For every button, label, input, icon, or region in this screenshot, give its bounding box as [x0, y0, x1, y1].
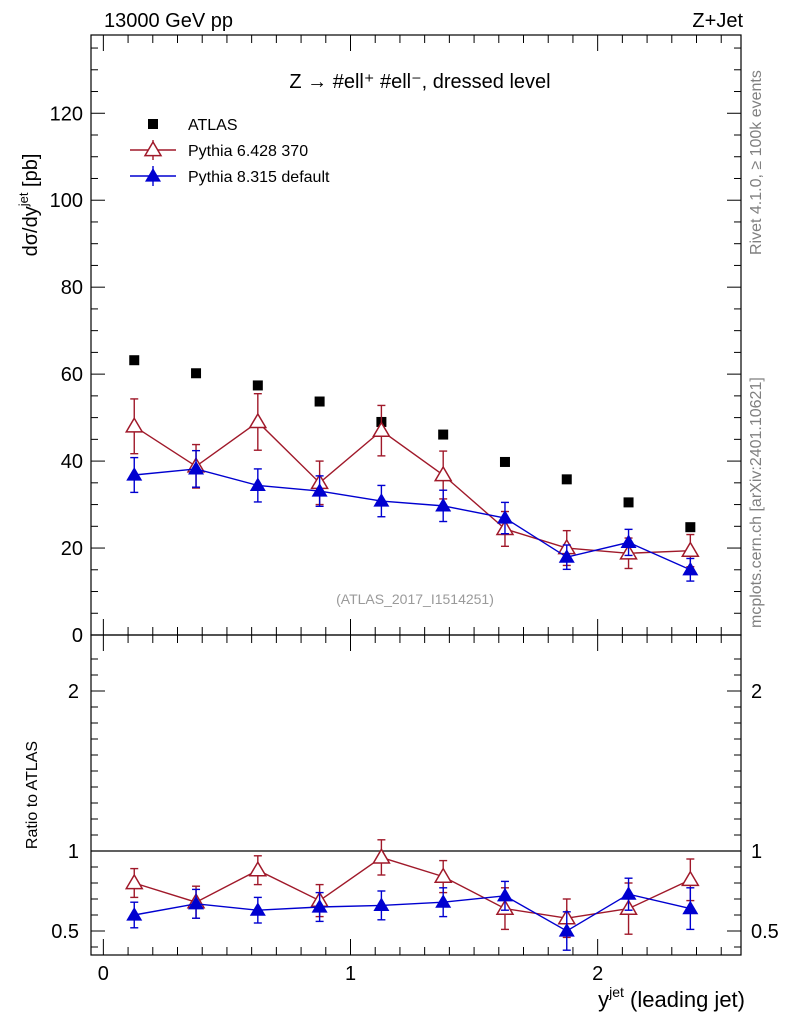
- rivet-label: Rivet 4.1.0, ≥ 100k events: [748, 70, 765, 255]
- atlas-marker: [252, 380, 263, 391]
- ratio-y-tick-label-right: 2: [751, 681, 762, 703]
- ratio-pythia6-marker: [372, 847, 391, 864]
- ratio-pythia8-marker: [620, 886, 637, 900]
- header-left: 13000 GeV pp: [104, 10, 233, 32]
- ratio-pythia6-marker: [124, 873, 144, 890]
- pythia8-marker: [126, 467, 143, 481]
- x-tick-label: 0: [98, 963, 109, 985]
- ratio-pythia8-marker: [249, 902, 266, 916]
- x-tick-label: 2: [592, 963, 603, 985]
- ratio-y-axis-label: Ratio to ATLAS: [24, 741, 41, 849]
- main-ticks: 0 20 40 60 80 100 120: [50, 47, 741, 647]
- pythia6-line: [133, 421, 691, 554]
- pythia8-marker: [682, 561, 699, 576]
- ratio-y-tick-label-right: 0.5: [751, 921, 779, 943]
- atlas-marker: [685, 522, 696, 533]
- legend-marker: [143, 140, 163, 157]
- legend-label: ATLAS: [188, 117, 238, 134]
- pythia8-marker: [249, 477, 266, 492]
- main-series: [124, 355, 700, 582]
- y-tick-label: 40: [61, 451, 83, 473]
- x-axis-label: yjet (leading jet): [598, 984, 745, 1012]
- ratio-pythia8-line: [134, 893, 691, 932]
- pythia6-marker: [681, 541, 700, 558]
- y-tick-label: 80: [61, 277, 83, 299]
- legend: ATLAS Pythia 6.428 370 Pythia 8.315 defaul…: [130, 117, 330, 186]
- ratio-pythia6-marker: [248, 860, 268, 877]
- ratio-pythia8-marker: [373, 897, 390, 911]
- atlas-marker: [499, 456, 510, 467]
- pythia8-marker: [373, 493, 390, 507]
- ratio-y-tick-label: 0.5: [51, 921, 79, 943]
- mcplots-label: mcplots.cern.ch [arXiv:2401.10621]: [748, 377, 765, 628]
- atlas-marker: [314, 396, 325, 407]
- header-right: Z+Jet: [692, 10, 743, 32]
- pythia8-marker: [188, 460, 205, 475]
- y-axis-label: dσ/dyjet [pb]: [16, 154, 42, 257]
- ratio-pythia8-marker: [435, 894, 452, 908]
- ratio-pythia8-marker: [188, 895, 205, 910]
- ratio-plot-frame: [90, 634, 742, 956]
- y-tick-label: 20: [61, 538, 83, 560]
- atlas-marker: [191, 368, 202, 379]
- legend-marker: [148, 119, 158, 129]
- pythia8-line: [134, 468, 691, 571]
- ratio-pythia6-line: [134, 856, 691, 919]
- pythia6-marker: [433, 465, 453, 482]
- ratio-pythia8-marker: [126, 907, 143, 921]
- atlas-marker: [623, 497, 634, 508]
- ratio-y-tick-label: 1: [68, 841, 79, 863]
- analysis-label: (ATLAS_2017_I1514251): [336, 591, 494, 607]
- y-tick-label: 120: [50, 103, 83, 125]
- ratio-pythia8-marker: [682, 900, 699, 915]
- legend-marker: [145, 168, 161, 182]
- ratio-ticks: 0.5 0.5 1 1 2 2: [51, 658, 779, 948]
- atlas-marker: [561, 474, 572, 485]
- pythia6-marker: [248, 412, 268, 429]
- pythia6-marker: [124, 416, 144, 433]
- pythia8-marker: [558, 549, 575, 563]
- ratio-pythia6-marker: [433, 867, 453, 883]
- ratio-pythia8-marker: [311, 899, 328, 913]
- pythia8-marker: [311, 483, 328, 497]
- y-tick-label: 0: [72, 625, 83, 647]
- plot-title: Z → #ell⁺ #ell⁻, dressed level: [289, 71, 550, 93]
- atlas-marker: [438, 429, 449, 440]
- x-tick-label: 1: [345, 963, 356, 985]
- y-tick-label: 100: [50, 190, 83, 212]
- pythia8-marker: [435, 497, 452, 512]
- x-ticks: 0 1 2: [98, 35, 722, 985]
- legend-label: Pythia 8.315 default: [188, 169, 330, 186]
- ratio-y-tick-label-right: 1: [751, 841, 762, 863]
- pythia6-marker: [372, 421, 391, 438]
- ratio-y-tick-label: 2: [68, 681, 79, 703]
- pythia8-marker: [496, 510, 513, 524]
- legend-label: Pythia 6.428 370: [188, 143, 308, 160]
- pythia8-marker: [620, 534, 637, 548]
- ratio-pythia6-marker: [681, 870, 700, 887]
- atlas-marker: [129, 355, 140, 366]
- y-tick-label: 60: [61, 364, 83, 386]
- ratio-pythia8-marker: [558, 923, 575, 937]
- ratio-pythia8-marker: [496, 887, 513, 902]
- ratio-series: [124, 839, 700, 951]
